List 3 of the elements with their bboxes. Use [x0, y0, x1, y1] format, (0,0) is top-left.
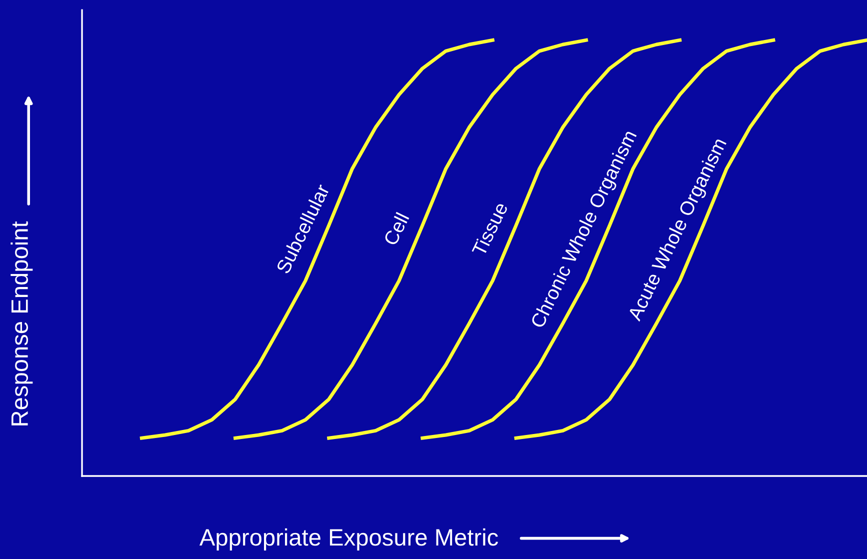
text: Cell — [382, 212, 410, 246]
y-axis-title: Response Endpoint — [10, 221, 33, 426]
x-axis-title: Appropriate Exposure Metric — [199, 528, 498, 550]
